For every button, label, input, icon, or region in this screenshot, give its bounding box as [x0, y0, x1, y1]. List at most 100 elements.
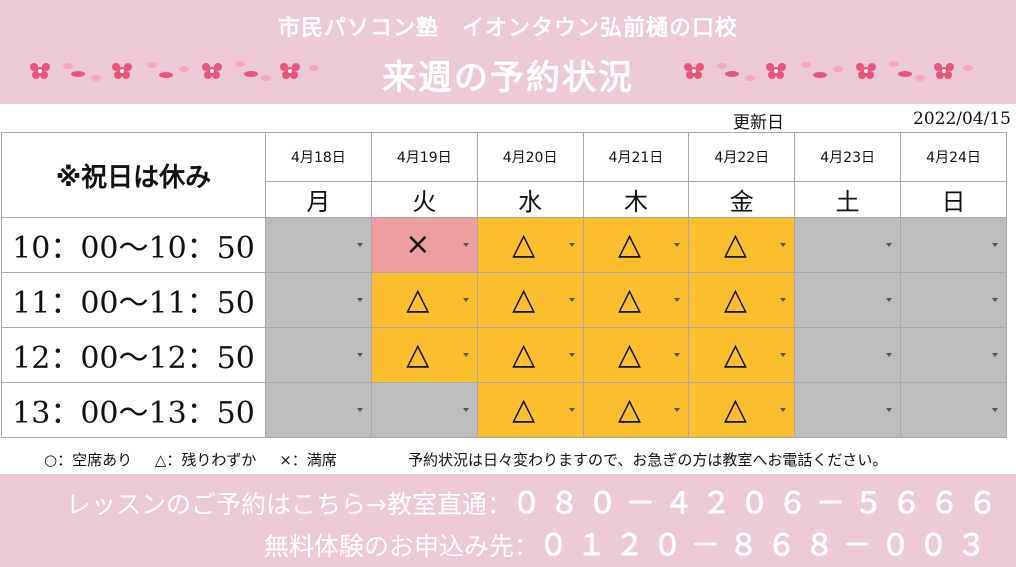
time-slot-label: 13：00～13：50: [1, 382, 266, 438]
status-mark: [823, 328, 859, 382]
dropdown-caret-icon[interactable]: [992, 353, 998, 357]
lesson-phone: ０８０－４２０６－５６６６: [511, 486, 1006, 520]
status-dropdown-cell[interactable]: △: [476, 327, 584, 383]
status-dropdown-cell[interactable]: [265, 382, 372, 438]
status-dropdown-cell[interactable]: △: [370, 327, 478, 383]
dropdown-caret-icon[interactable]: [462, 243, 469, 247]
dropdown-caret-icon[interactable]: [356, 353, 363, 357]
status-mark: [929, 218, 965, 272]
updated-date: 2022/04/15: [913, 109, 1011, 129]
date-header: 4月19日: [370, 132, 478, 182]
status-mark: △: [617, 282, 642, 317]
status-dropdown-cell[interactable]: [900, 272, 1007, 328]
dropdown-caret-icon[interactable]: [780, 243, 787, 247]
status-mark: △: [512, 282, 536, 317]
status-mark: [294, 218, 330, 272]
notice-text: 予約状況は日々変わりますので、お急ぎの方は教室へお電話ください。: [408, 451, 888, 469]
status-dropdown-cell[interactable]: [794, 272, 902, 328]
dropdown-caret-icon[interactable]: [886, 298, 893, 302]
status-dropdown-cell[interactable]: ×: [370, 217, 478, 273]
dropdown-caret-icon[interactable]: [568, 298, 575, 302]
table-row: 10：00～10：50 × △ △ △: [1, 217, 1007, 273]
dropdown-caret-icon[interactable]: [356, 298, 363, 302]
status-mark: [929, 383, 965, 437]
status-mark: [823, 383, 859, 437]
header-banner: 市民パソコン塾 イオンタウン弘前樋の口校 来週の予約状況: [0, 0, 1016, 104]
dropdown-caret-icon[interactable]: [568, 408, 575, 412]
dropdown-caret-icon[interactable]: [356, 243, 363, 247]
dropdown-caret-icon[interactable]: [886, 408, 893, 412]
status-mark: △: [723, 337, 747, 372]
dropdown-caret-icon[interactable]: [886, 243, 893, 247]
date-header: 4月24日: [900, 132, 1007, 182]
status-dropdown-cell[interactable]: △: [582, 327, 690, 383]
legend-full: ×：満席: [279, 451, 337, 469]
weekday-header: 火: [370, 181, 478, 218]
weekday-header: 金: [688, 181, 796, 218]
dropdown-caret-icon[interactable]: [568, 243, 575, 247]
dropdown-caret-icon[interactable]: [356, 408, 363, 412]
dropdown-caret-icon[interactable]: [992, 408, 998, 412]
dropdown-caret-icon[interactable]: [462, 298, 469, 302]
status-mark: △: [617, 337, 642, 372]
table-row: 13：00～13：50 △ △ △: [1, 382, 1007, 438]
status-dropdown-cell[interactable]: [265, 217, 372, 273]
legend-few: △：残りわずか: [154, 451, 257, 469]
footer-banner: レッスンのご予約はこちら→教室直通：０８０－４２０６－５６６６ 無料体験のお申込…: [0, 474, 1016, 567]
weekday-header: 土: [794, 181, 902, 218]
status-mark: ×: [405, 227, 431, 262]
status-dropdown-cell[interactable]: [900, 382, 1007, 438]
dropdown-caret-icon[interactable]: [886, 353, 893, 357]
status-dropdown-cell[interactable]: [265, 272, 372, 328]
status-dropdown-cell[interactable]: △: [688, 327, 796, 383]
status-dropdown-cell[interactable]: [265, 327, 372, 383]
dropdown-caret-icon[interactable]: [462, 353, 469, 357]
reservation-table: ※祝日は休み 4月18日 4月19日 4月20日 4月21日 4月22日 4月23日 4月2…: [1, 132, 1007, 438]
status-mark: △: [406, 282, 430, 317]
dropdown-caret-icon[interactable]: [780, 298, 787, 302]
status-dropdown-cell[interactable]: △: [688, 382, 796, 438]
trial-label: 無料体験のお申込み先：: [264, 532, 540, 561]
dropdown-caret-icon[interactable]: [992, 298, 998, 302]
status-dropdown-cell[interactable]: △: [688, 272, 796, 328]
school-name: 市民パソコン塾 イオンタウン弘前樋の口校: [277, 16, 738, 41]
status-mark: △: [723, 282, 747, 317]
dropdown-caret-icon[interactable]: [674, 353, 681, 357]
status-mark: [294, 383, 330, 437]
status-mark: △: [723, 227, 747, 262]
date-header: 4月18日: [265, 132, 372, 182]
date-header: 4月22日: [688, 132, 796, 182]
weekday-header: 月: [265, 181, 372, 218]
dropdown-caret-icon[interactable]: [780, 353, 787, 357]
page-title: 来週の予約状況: [382, 58, 634, 98]
legend-available: ○：空席あり: [44, 451, 133, 469]
dropdown-caret-icon[interactable]: [568, 353, 575, 357]
weekday-header: 木: [582, 181, 690, 218]
status-dropdown-cell[interactable]: [794, 327, 902, 383]
status-dropdown-cell[interactable]: △: [476, 217, 584, 273]
status-dropdown-cell[interactable]: △: [476, 272, 584, 328]
status-dropdown-cell[interactable]: [900, 217, 1007, 273]
status-dropdown-cell[interactable]: △: [370, 272, 478, 328]
dropdown-caret-icon[interactable]: [674, 243, 681, 247]
table-row: 12：00～12：50 △ △ △ △: [1, 327, 1007, 383]
dropdown-caret-icon[interactable]: [674, 298, 681, 302]
dropdown-caret-icon[interactable]: [992, 243, 998, 247]
dropdown-caret-icon[interactable]: [780, 408, 787, 412]
status-dropdown-cell[interactable]: △: [582, 272, 690, 328]
dropdown-caret-icon[interactable]: [674, 408, 681, 412]
status-dropdown-cell[interactable]: [794, 382, 902, 438]
status-dropdown-cell[interactable]: △: [688, 217, 796, 273]
legend: ○：空席あり △：残りわずか ×：満席: [44, 449, 355, 470]
status-dropdown-cell[interactable]: [794, 217, 902, 273]
status-dropdown-cell[interactable]: △: [582, 217, 690, 273]
lesson-label: レッスンのご予約はこちら→教室直通：: [66, 490, 512, 519]
status-mark: [823, 218, 859, 272]
status-dropdown-cell[interactable]: [900, 327, 1007, 383]
dropdown-caret-icon[interactable]: [462, 408, 469, 412]
status-dropdown-cell[interactable]: [370, 382, 478, 438]
date-header: 4月23日: [794, 132, 902, 182]
status-dropdown-cell[interactable]: △: [582, 382, 690, 438]
status-dropdown-cell[interactable]: △: [476, 382, 584, 438]
trial-phone: ０１２０－８６８－００３: [539, 528, 996, 562]
